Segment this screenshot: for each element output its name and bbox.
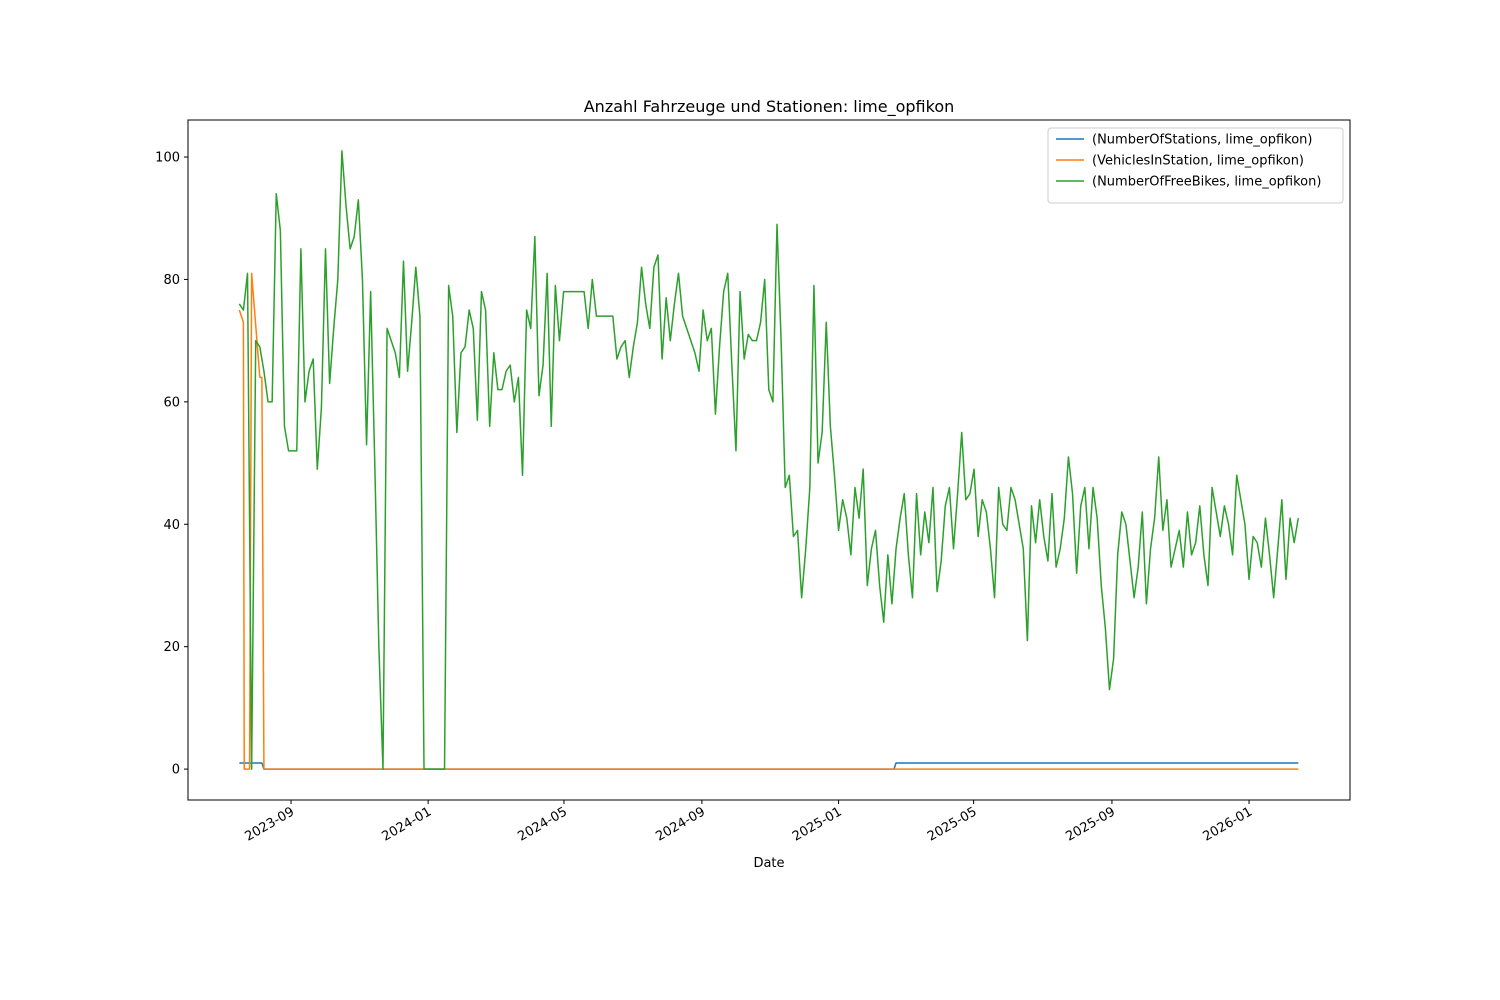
y-tick-label: 100	[155, 151, 180, 166]
y-tick-label: 80	[163, 273, 180, 288]
x-axis-label: Date	[753, 856, 784, 871]
y-tick-label: 0	[172, 763, 180, 778]
y-tick-label: 20	[163, 640, 180, 655]
legend-box	[1047, 127, 1344, 204]
y-tick-label: 60	[163, 395, 180, 410]
series-line	[238, 272, 1299, 770]
y-tick-label: 40	[163, 518, 180, 533]
plot-frame	[187, 119, 1351, 801]
legend-label: (VehiclesInStation, lime_opfikon)	[1092, 154, 1304, 169]
legend-label: (NumberOfStations, lime_opfikon)	[1092, 133, 1312, 148]
chart-title: Anzahl Fahrzeuge und Stationen: lime_opf…	[584, 97, 955, 117]
legend-label: (NumberOfFreeBikes, lime_opfikon)	[1092, 175, 1321, 190]
series-line	[238, 150, 1300, 770]
